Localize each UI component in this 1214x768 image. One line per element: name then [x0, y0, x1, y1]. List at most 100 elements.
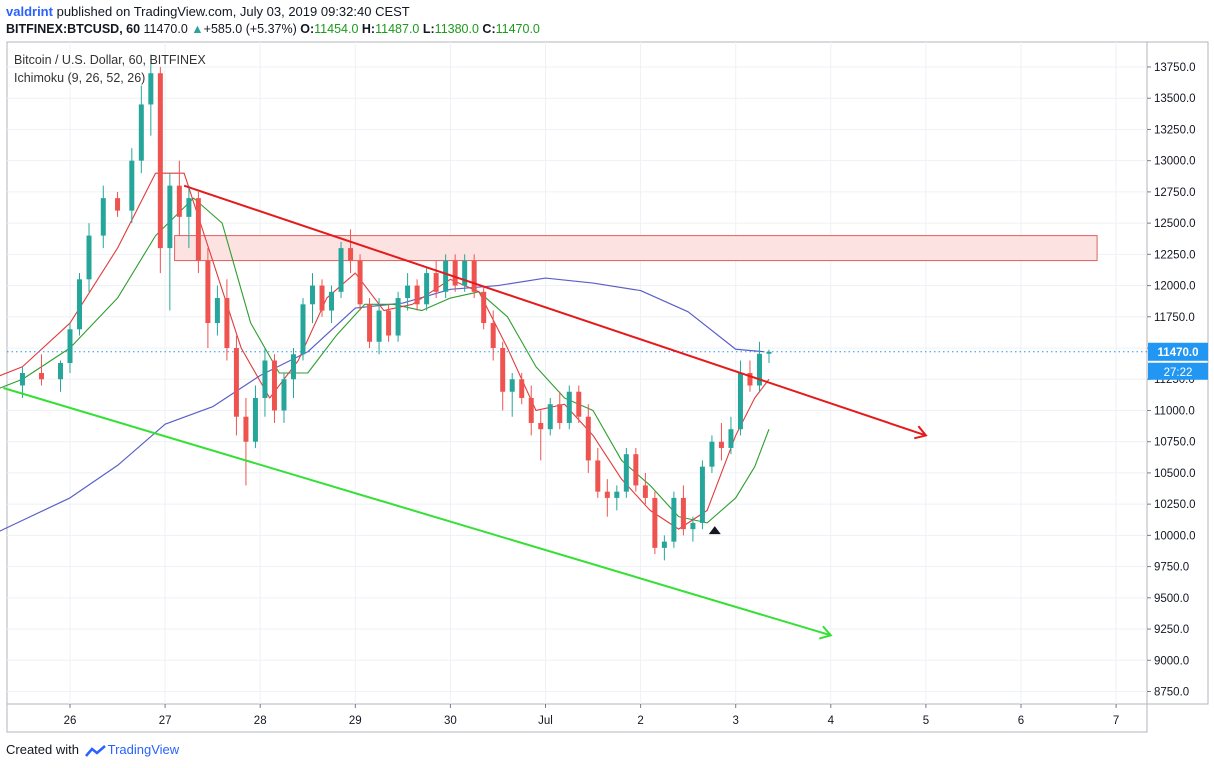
candle-body — [557, 404, 563, 423]
candle-body — [481, 291, 487, 324]
candle-body — [129, 160, 135, 211]
candle-body — [348, 248, 354, 261]
author-name[interactable]: valdrint — [6, 4, 53, 19]
tradingview-logo-icon — [84, 744, 106, 757]
tradingview-brand-link[interactable]: TradingView — [107, 742, 180, 757]
candle-body — [186, 198, 192, 217]
candle-body — [576, 391, 582, 417]
x-tick-label: 28 — [254, 715, 267, 727]
x-tick-label: 27 — [159, 715, 172, 727]
candle-body — [623, 454, 629, 492]
candle-body — [338, 248, 344, 292]
candle-body — [490, 323, 496, 349]
candle-body — [414, 285, 420, 305]
candle-body — [243, 416, 249, 442]
plot-area — [6, 41, 1148, 705]
published-text: published on TradingView.com, July 03, 2… — [56, 4, 410, 19]
candle-body — [766, 351, 772, 354]
candle-body — [661, 541, 667, 548]
y-tick-label: 13000.0 — [1154, 156, 1196, 168]
candle-body — [38, 373, 44, 380]
candle-body — [680, 497, 686, 530]
candle-body — [728, 429, 734, 448]
candle-body — [290, 354, 296, 380]
chart-legend-title: Bitcoin / U.S. Dollar, 60, BITFINEX — [14, 53, 206, 67]
up-arrow-icon: ▲ — [191, 22, 204, 36]
candle-body — [395, 298, 401, 336]
candle-body — [138, 104, 144, 161]
candle-body — [642, 485, 648, 498]
candle-body — [566, 391, 572, 423]
x-tick-label: 26 — [64, 715, 77, 727]
last-price-box — [1148, 342, 1208, 361]
candle-body — [405, 285, 411, 299]
x-tick-label: 7 — [1113, 715, 1119, 727]
x-tick-label: 30 — [444, 715, 457, 727]
candle-body — [271, 360, 277, 411]
support-trendline-arrowhead — [818, 625, 833, 640]
candle-body — [252, 397, 258, 442]
y-tick-label: 13750.0 — [1154, 62, 1196, 74]
resistance-trendline — [183, 184, 927, 437]
y-tick-label: 12500.0 — [1154, 218, 1196, 230]
support-trendline — [3, 387, 832, 637]
countdown-box — [1148, 362, 1208, 380]
candle-body — [100, 198, 106, 236]
candle-body — [737, 373, 743, 430]
x-tick-label: 5 — [923, 715, 929, 727]
candle-body — [604, 491, 610, 498]
candle-body — [699, 466, 705, 523]
x-tick-label: 29 — [349, 715, 362, 727]
high-value: 11487.0 — [375, 22, 420, 36]
candle-body — [747, 373, 753, 386]
candle-body — [633, 454, 639, 486]
candle-body — [19, 373, 25, 386]
candle-body — [614, 491, 620, 498]
y-tick-label: 9500.0 — [1154, 593, 1189, 605]
x-tick-label: 6 — [1018, 715, 1024, 727]
candle-body — [547, 404, 553, 430]
candle-body — [376, 310, 382, 342]
y-tick-label: 9750.0 — [1154, 562, 1189, 574]
y-tick-label: 10250.0 — [1154, 499, 1196, 511]
candle-body — [519, 379, 525, 398]
y-tick-label: 12000.0 — [1154, 281, 1196, 293]
change-value: +585.0 (+5.37%) — [203, 22, 297, 36]
x-tick-label: 2 — [637, 715, 643, 727]
candle-body — [433, 273, 439, 292]
candle-body — [57, 363, 63, 380]
candle-body — [424, 273, 430, 305]
candle-body — [115, 198, 121, 211]
candle-body — [329, 291, 335, 311]
close-label: C: — [482, 22, 496, 36]
last-price: 11470.0 — [143, 22, 188, 36]
low-value: 11380.0 — [434, 22, 479, 36]
candle-body — [167, 185, 173, 249]
y-tick-label: 10750.0 — [1154, 437, 1196, 449]
open-label: O: — [300, 22, 315, 36]
created-with-label: Created with — [6, 742, 79, 757]
close-value: 11470.0 — [495, 22, 540, 36]
candle-body — [538, 422, 544, 430]
candle-body — [690, 522, 696, 530]
candle-body — [319, 285, 325, 311]
candle-body — [205, 260, 211, 324]
candle-body — [300, 304, 306, 355]
y-tick-label: 13500.0 — [1154, 93, 1196, 105]
publish-info: valdrint published on TradingView.com, J… — [6, 4, 410, 19]
indicator-legend[interactable]: Ichimoku (9, 26, 52, 26) — [14, 71, 146, 85]
resistance-trendline-arrowhead — [914, 425, 928, 440]
candle-body — [756, 353, 762, 386]
candle-body — [67, 329, 73, 364]
high-label: H: — [361, 22, 376, 36]
last-price-label: 11470.0 — [1158, 347, 1199, 359]
candle-body — [157, 73, 163, 249]
candle-body — [262, 360, 268, 398]
resistance-zone — [174, 235, 1098, 262]
candle-body — [718, 441, 724, 448]
candle-body — [386, 310, 392, 336]
candle-body — [595, 460, 601, 492]
candle-body — [281, 379, 287, 411]
y-tick-label: 8750.0 — [1154, 687, 1189, 699]
